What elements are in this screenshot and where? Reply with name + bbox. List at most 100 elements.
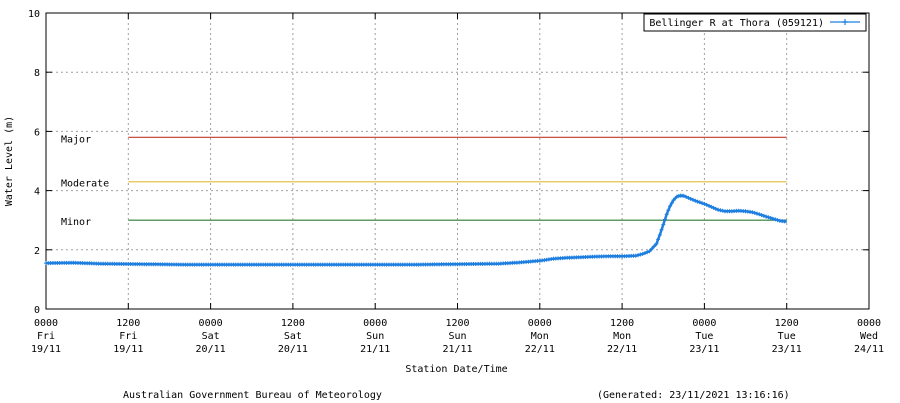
series-point xyxy=(782,219,787,224)
x-tick-label: 0000 xyxy=(857,318,881,329)
series-markers xyxy=(44,193,787,267)
series-point xyxy=(704,202,709,207)
x-tick-label: 1200 xyxy=(775,318,799,329)
series-point xyxy=(771,216,775,221)
series-point xyxy=(700,201,705,206)
y-tick-label: 6 xyxy=(34,127,40,138)
series-point xyxy=(688,196,693,201)
series-point xyxy=(693,198,698,203)
x-tick-label: Sun xyxy=(366,331,384,342)
x-tick-label: Wed xyxy=(860,331,878,342)
footer-generated: (Generated: 23/11/2021 13:16:16) xyxy=(597,390,790,401)
series-point xyxy=(755,211,759,216)
series-point xyxy=(702,201,707,206)
x-tick-label: 21/11 xyxy=(360,344,390,355)
threshold-label: Major xyxy=(61,134,91,145)
series-point xyxy=(640,251,645,256)
x-axis-ticks: 0000 Fri 19/11 1200 Fri 19/11 0000 Sat 20/11 1200… xyxy=(31,13,884,355)
y-tick-label: 8 xyxy=(34,68,40,79)
x-tick-label: 21/11 xyxy=(442,344,472,355)
series-point xyxy=(656,237,661,242)
x-tick-label: 1200 xyxy=(610,318,634,329)
series-point xyxy=(633,253,638,258)
legend: Bellinger R at Thora (059121) xyxy=(643,13,867,32)
series-point xyxy=(775,218,780,223)
series-point xyxy=(661,222,666,227)
legend-marker xyxy=(842,19,848,25)
x-tick-label: Mon xyxy=(613,331,631,342)
x-tick-label: Sat xyxy=(202,331,220,342)
series-point xyxy=(669,201,674,205)
series-point xyxy=(752,210,757,215)
x-tick-label: 19/11 xyxy=(113,344,143,355)
series-point xyxy=(649,246,654,251)
y-axis-label: Water Level (m) xyxy=(4,116,15,206)
x-tick-label: 20/11 xyxy=(196,344,226,355)
series-point xyxy=(711,205,716,210)
x-tick-label: 24/11 xyxy=(854,344,884,355)
threshold-label: Moderate xyxy=(61,179,109,190)
series-point xyxy=(647,249,652,254)
series-point xyxy=(652,244,657,249)
series-point xyxy=(768,216,773,220)
series-point xyxy=(654,241,659,246)
series-point xyxy=(666,208,671,213)
series-point xyxy=(759,213,764,218)
series-point xyxy=(659,227,664,232)
series-point xyxy=(638,252,643,257)
flood-thresholds: Major Moderate Minor xyxy=(61,134,787,228)
series-point xyxy=(664,212,669,217)
series-point xyxy=(707,203,711,208)
x-tick-label: 19/11 xyxy=(31,344,61,355)
x-tick-label: 0000 xyxy=(528,318,552,329)
series-point xyxy=(761,213,766,218)
x-tick-label: Sun xyxy=(448,331,466,342)
series-point xyxy=(773,217,778,222)
series-point xyxy=(643,251,647,256)
x-axis-label: Station Date/Time xyxy=(405,364,507,375)
series-point xyxy=(663,217,667,222)
series-point xyxy=(764,214,769,219)
footer-source: Australian Government Bureau of Meteorol… xyxy=(123,390,382,401)
x-tick-label: 0000 xyxy=(363,318,387,329)
x-tick-label: 0000 xyxy=(199,318,223,329)
x-tick-label: 22/11 xyxy=(525,344,555,355)
series-point xyxy=(713,206,718,211)
series-point xyxy=(697,200,702,205)
series-point xyxy=(636,253,641,258)
series-point xyxy=(757,212,762,217)
y-tick-label: 0 xyxy=(34,305,40,316)
series-point xyxy=(668,204,673,208)
series-point xyxy=(750,210,755,215)
y-tick-label: 2 xyxy=(34,246,40,257)
x-tick-label: 20/11 xyxy=(278,344,308,355)
x-tick-label: 0000 xyxy=(34,318,58,329)
legend-box xyxy=(643,13,867,32)
series-point xyxy=(657,233,662,237)
x-tick-label: 1200 xyxy=(445,318,469,329)
x-tick-label: Tue xyxy=(778,331,796,342)
series-point xyxy=(709,204,714,209)
series-point xyxy=(695,199,700,204)
x-tick-label: 23/11 xyxy=(689,344,719,355)
y-axis-ticks: 0 2 4 6 8 10 xyxy=(28,9,869,316)
series-point xyxy=(691,197,695,202)
x-tick-label: Fri xyxy=(119,331,137,342)
y-tick-label: 10 xyxy=(28,9,40,20)
x-tick-label: Sat xyxy=(284,331,302,342)
legend-label: Bellinger R at Thora (059121) xyxy=(649,18,824,29)
x-tick-label: 22/11 xyxy=(607,344,637,355)
threshold-label: Minor xyxy=(61,217,91,228)
series-point xyxy=(645,250,650,255)
y-tick-label: 4 xyxy=(34,187,40,198)
x-tick-label: 23/11 xyxy=(772,344,802,355)
series-point xyxy=(684,194,689,199)
x-tick-label: 1200 xyxy=(281,318,305,329)
x-tick-label: Tue xyxy=(695,331,713,342)
x-tick-label: 0000 xyxy=(692,318,716,329)
x-tick-label: Fri xyxy=(37,331,55,342)
series-point xyxy=(681,193,686,198)
series-layer xyxy=(44,193,787,267)
series-line xyxy=(45,194,787,266)
